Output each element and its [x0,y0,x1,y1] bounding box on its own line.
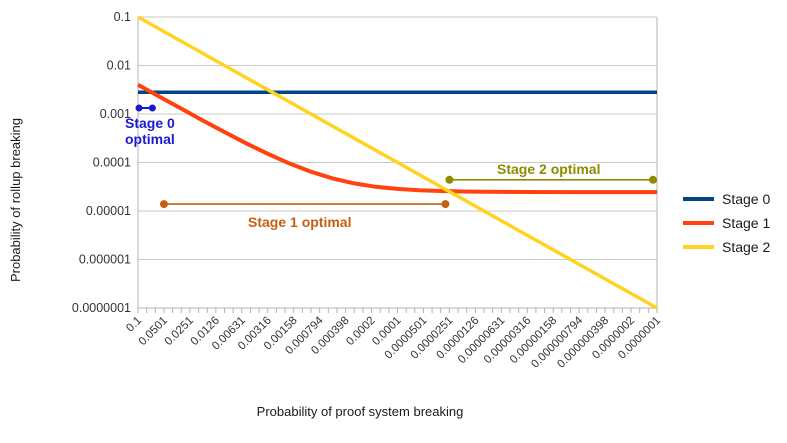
series-stage-1 [137,82,657,195]
y-tick-label: 0.001 [100,107,131,121]
stage1-optimal-end-dot [441,200,450,209]
series-stage-2 [137,15,658,310]
legend-item-stage-0: Stage 0 [683,187,770,211]
stage1-optimal-start-dot [159,200,168,209]
stage2-optimal-end-dot [649,175,657,184]
legend: Stage 0 Stage 1 Stage 2 [683,187,770,259]
legend-swatch-stage-2 [683,245,714,249]
legend-swatch-stage-1 [683,221,714,225]
y-tick-label: 0.000001 [79,253,131,267]
legend-swatch-stage-0 [683,197,714,201]
stage0-optimal-label-line2: optimal [125,131,175,147]
stage0-optimal-label-line1: Stage 0 [125,115,175,131]
x-axis-title: Probability of proof system breaking [256,404,464,419]
stage1-optimal-label: Stage 1 optimal [248,214,352,230]
x-tick-label: 0.1 [124,315,144,335]
legend-label-stage-2: Stage 2 [722,239,771,255]
y-axis-title: Probability of rollup breaking [8,117,23,283]
y-tick-label: 0.1 [114,10,131,24]
stage0-optimal-dot [148,104,156,112]
legend-item-stage-2: Stage 2 [683,235,770,259]
legend-label-stage-1: Stage 1 [722,215,771,231]
y-tick-label: 0.00001 [86,204,131,218]
y-tick-label: 0.01 [107,59,131,73]
y-tick-label: 0.0001 [93,156,131,170]
stage0-optimal-label: Stage 0 optimal [125,115,175,147]
stage0-optimal-dot [135,104,143,112]
y-tick-label: 0.0000001 [72,301,131,315]
legend-item-stage-1: Stage 1 [683,211,770,235]
stage2-optimal-start-dot [445,175,454,184]
legend-label-stage-0: Stage 0 [722,191,771,207]
stage2-optimal-label: Stage 2 optimal [497,161,601,177]
